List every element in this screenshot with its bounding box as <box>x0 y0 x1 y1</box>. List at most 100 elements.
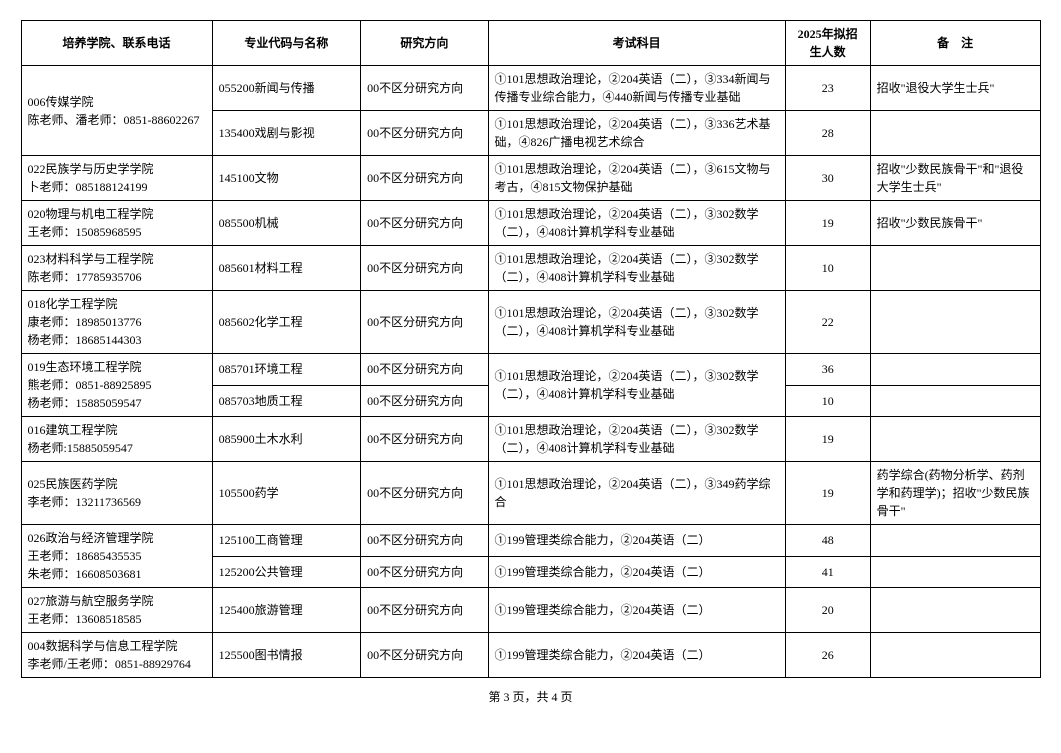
major-cell: 135400戏剧与影视 <box>212 111 361 156</box>
subjects-cell: ①199管理类综合能力，②204英语（二） <box>488 588 785 633</box>
major-cell: 145100文物 <box>212 156 361 201</box>
direction-cell: 00不区分研究方向 <box>361 633 488 678</box>
direction-cell: 00不区分研究方向 <box>361 111 488 156</box>
dept-cell: 023材料科学与工程学院陈老师：17785935706 <box>21 246 212 291</box>
table-row: 018化学工程学院康老师：18985013776杨老师：186851443030… <box>21 291 1040 354</box>
note-cell <box>870 525 1040 557</box>
dept-cell: 027旅游与航空服务学院王老师：13608518585 <box>21 588 212 633</box>
header-subjects: 考试科目 <box>488 21 785 66</box>
major-cell: 125100工商管理 <box>212 525 361 557</box>
subjects-cell: ①101思想政治理论，②204英语（二），③302数学（二），④408计算机学科… <box>488 201 785 246</box>
table-row: 026政治与经济管理学院王老师：18685435535朱老师：166085036… <box>21 525 1040 557</box>
count-cell: 41 <box>785 556 870 588</box>
count-cell: 23 <box>785 66 870 111</box>
count-cell: 19 <box>785 462 870 525</box>
major-cell: 125500图书情报 <box>212 633 361 678</box>
major-cell: 125400旅游管理 <box>212 588 361 633</box>
note-cell <box>870 354 1040 386</box>
subjects-cell: ①101思想政治理论，②204英语（二），③302数学（二），④408计算机学科… <box>488 354 785 417</box>
count-cell: 36 <box>785 354 870 386</box>
subjects-cell: ①199管理类综合能力，②204英语（二） <box>488 525 785 557</box>
subjects-cell: ①199管理类综合能力，②204英语（二） <box>488 556 785 588</box>
count-cell: 19 <box>785 417 870 462</box>
dept-cell: 018化学工程学院康老师：18985013776杨老师：18685144303 <box>21 291 212 354</box>
table-row: 027旅游与航空服务学院王老师：13608518585125400旅游管理00不… <box>21 588 1040 633</box>
page-footer: 第 3 页，共 4 页 <box>21 688 1041 705</box>
note-cell: 招收"少数民族骨干"和"退役大学生士兵" <box>870 156 1040 201</box>
major-cell: 085703地质工程 <box>212 385 361 417</box>
direction-cell: 00不区分研究方向 <box>361 246 488 291</box>
direction-cell: 00不区分研究方向 <box>361 156 488 201</box>
note-cell <box>870 385 1040 417</box>
subjects-cell: ①101思想政治理论，②204英语（二），③334新闻与传播专业综合能力，④44… <box>488 66 785 111</box>
dept-cell: 006传媒学院陈老师、潘老师：0851-88602267 <box>21 66 212 156</box>
table-row: 019生态环境工程学院熊老师：0851-88925895杨老师：15885059… <box>21 354 1040 386</box>
major-cell: 085701环境工程 <box>212 354 361 386</box>
dept-cell: 016建筑工程学院杨老师:15885059547 <box>21 417 212 462</box>
direction-cell: 00不区分研究方向 <box>361 385 488 417</box>
header-dept: 培养学院、联系电话 <box>21 21 212 66</box>
dept-cell: 026政治与经济管理学院王老师：18685435535朱老师：166085036… <box>21 525 212 588</box>
count-cell: 19 <box>785 201 870 246</box>
note-cell: 招收"退役大学生士兵" <box>870 66 1040 111</box>
note-cell <box>870 111 1040 156</box>
header-direction: 研究方向 <box>361 21 488 66</box>
table-row: 023材料科学与工程学院陈老师：17785935706085601材料工程00不… <box>21 246 1040 291</box>
subjects-cell: ①101思想政治理论，②204英语（二），③302数学（二），④408计算机学科… <box>488 246 785 291</box>
subjects-cell: ①101思想政治理论，②204英语（二），③615文物与考古，④815文物保护基… <box>488 156 785 201</box>
direction-cell: 00不区分研究方向 <box>361 525 488 557</box>
direction-cell: 00不区分研究方向 <box>361 291 488 354</box>
subjects-cell: ①101思想政治理论，②204英语（二），③302数学（二），④408计算机学科… <box>488 417 785 462</box>
note-cell <box>870 417 1040 462</box>
note-cell <box>870 291 1040 354</box>
subjects-cell: ①101思想政治理论，②204英语（二），③349药学综合 <box>488 462 785 525</box>
direction-cell: 00不区分研究方向 <box>361 354 488 386</box>
dept-cell: 004数据科学与信息工程学院李老师/王老师：0851-88929764 <box>21 633 212 678</box>
note-cell <box>870 556 1040 588</box>
note-cell <box>870 246 1040 291</box>
table-body: 006传媒学院陈老师、潘老师：0851-88602267055200新闻与传播0… <box>21 66 1040 678</box>
major-cell: 085601材料工程 <box>212 246 361 291</box>
table-row: 004数据科学与信息工程学院李老师/王老师：0851-8892976412550… <box>21 633 1040 678</box>
major-cell: 125200公共管理 <box>212 556 361 588</box>
dept-cell: 020物理与机电工程学院王老师：15085968595 <box>21 201 212 246</box>
table-row: 016建筑工程学院杨老师:15885059547085900土木水利00不区分研… <box>21 417 1040 462</box>
dept-cell: 019生态环境工程学院熊老师：0851-88925895杨老师：15885059… <box>21 354 212 417</box>
note-cell <box>870 588 1040 633</box>
direction-cell: 00不区分研究方向 <box>361 201 488 246</box>
major-cell: 105500药学 <box>212 462 361 525</box>
subjects-cell: ①199管理类综合能力，②204英语（二） <box>488 633 785 678</box>
dept-cell: 022民族学与历史学学院卜老师：085188124199 <box>21 156 212 201</box>
direction-cell: 00不区分研究方向 <box>361 556 488 588</box>
count-cell: 28 <box>785 111 870 156</box>
dept-cell: 025民族医药学院李老师：13211736569 <box>21 462 212 525</box>
count-cell: 10 <box>785 246 870 291</box>
subjects-cell: ①101思想政治理论，②204英语（二），③336艺术基础，④826广播电视艺术… <box>488 111 785 156</box>
header-count: 2025年拟招生人数 <box>785 21 870 66</box>
catalog-table: 培养学院、联系电话 专业代码与名称 研究方向 考试科目 2025年拟招生人数 备… <box>21 20 1041 678</box>
table-row: 022民族学与历史学学院卜老师：085188124199145100文物00不区… <box>21 156 1040 201</box>
direction-cell: 00不区分研究方向 <box>361 66 488 111</box>
table-row: 006传媒学院陈老师、潘老师：0851-88602267055200新闻与传播0… <box>21 66 1040 111</box>
table-row: 020物理与机电工程学院王老师：15085968595085500机械00不区分… <box>21 201 1040 246</box>
direction-cell: 00不区分研究方向 <box>361 417 488 462</box>
table-header-row: 培养学院、联系电话 专业代码与名称 研究方向 考试科目 2025年拟招生人数 备… <box>21 21 1040 66</box>
major-cell: 085900土木水利 <box>212 417 361 462</box>
major-cell: 085500机械 <box>212 201 361 246</box>
subjects-cell: ①101思想政治理论，②204英语（二），③302数学（二），④408计算机学科… <box>488 291 785 354</box>
count-cell: 26 <box>785 633 870 678</box>
count-cell: 48 <box>785 525 870 557</box>
count-cell: 10 <box>785 385 870 417</box>
direction-cell: 00不区分研究方向 <box>361 588 488 633</box>
count-cell: 22 <box>785 291 870 354</box>
header-major: 专业代码与名称 <box>212 21 361 66</box>
major-cell: 055200新闻与传播 <box>212 66 361 111</box>
note-cell: 药学综合(药物分析学、药剂学和药理学)；招收"少数民族骨干" <box>870 462 1040 525</box>
major-cell: 085602化学工程 <box>212 291 361 354</box>
count-cell: 20 <box>785 588 870 633</box>
direction-cell: 00不区分研究方向 <box>361 462 488 525</box>
page-container: 培养学院、联系电话 专业代码与名称 研究方向 考试科目 2025年拟招生人数 备… <box>21 20 1041 705</box>
note-cell: 招收"少数民族骨干" <box>870 201 1040 246</box>
note-cell <box>870 633 1040 678</box>
table-row: 025民族医药学院李老师：13211736569105500药学00不区分研究方… <box>21 462 1040 525</box>
